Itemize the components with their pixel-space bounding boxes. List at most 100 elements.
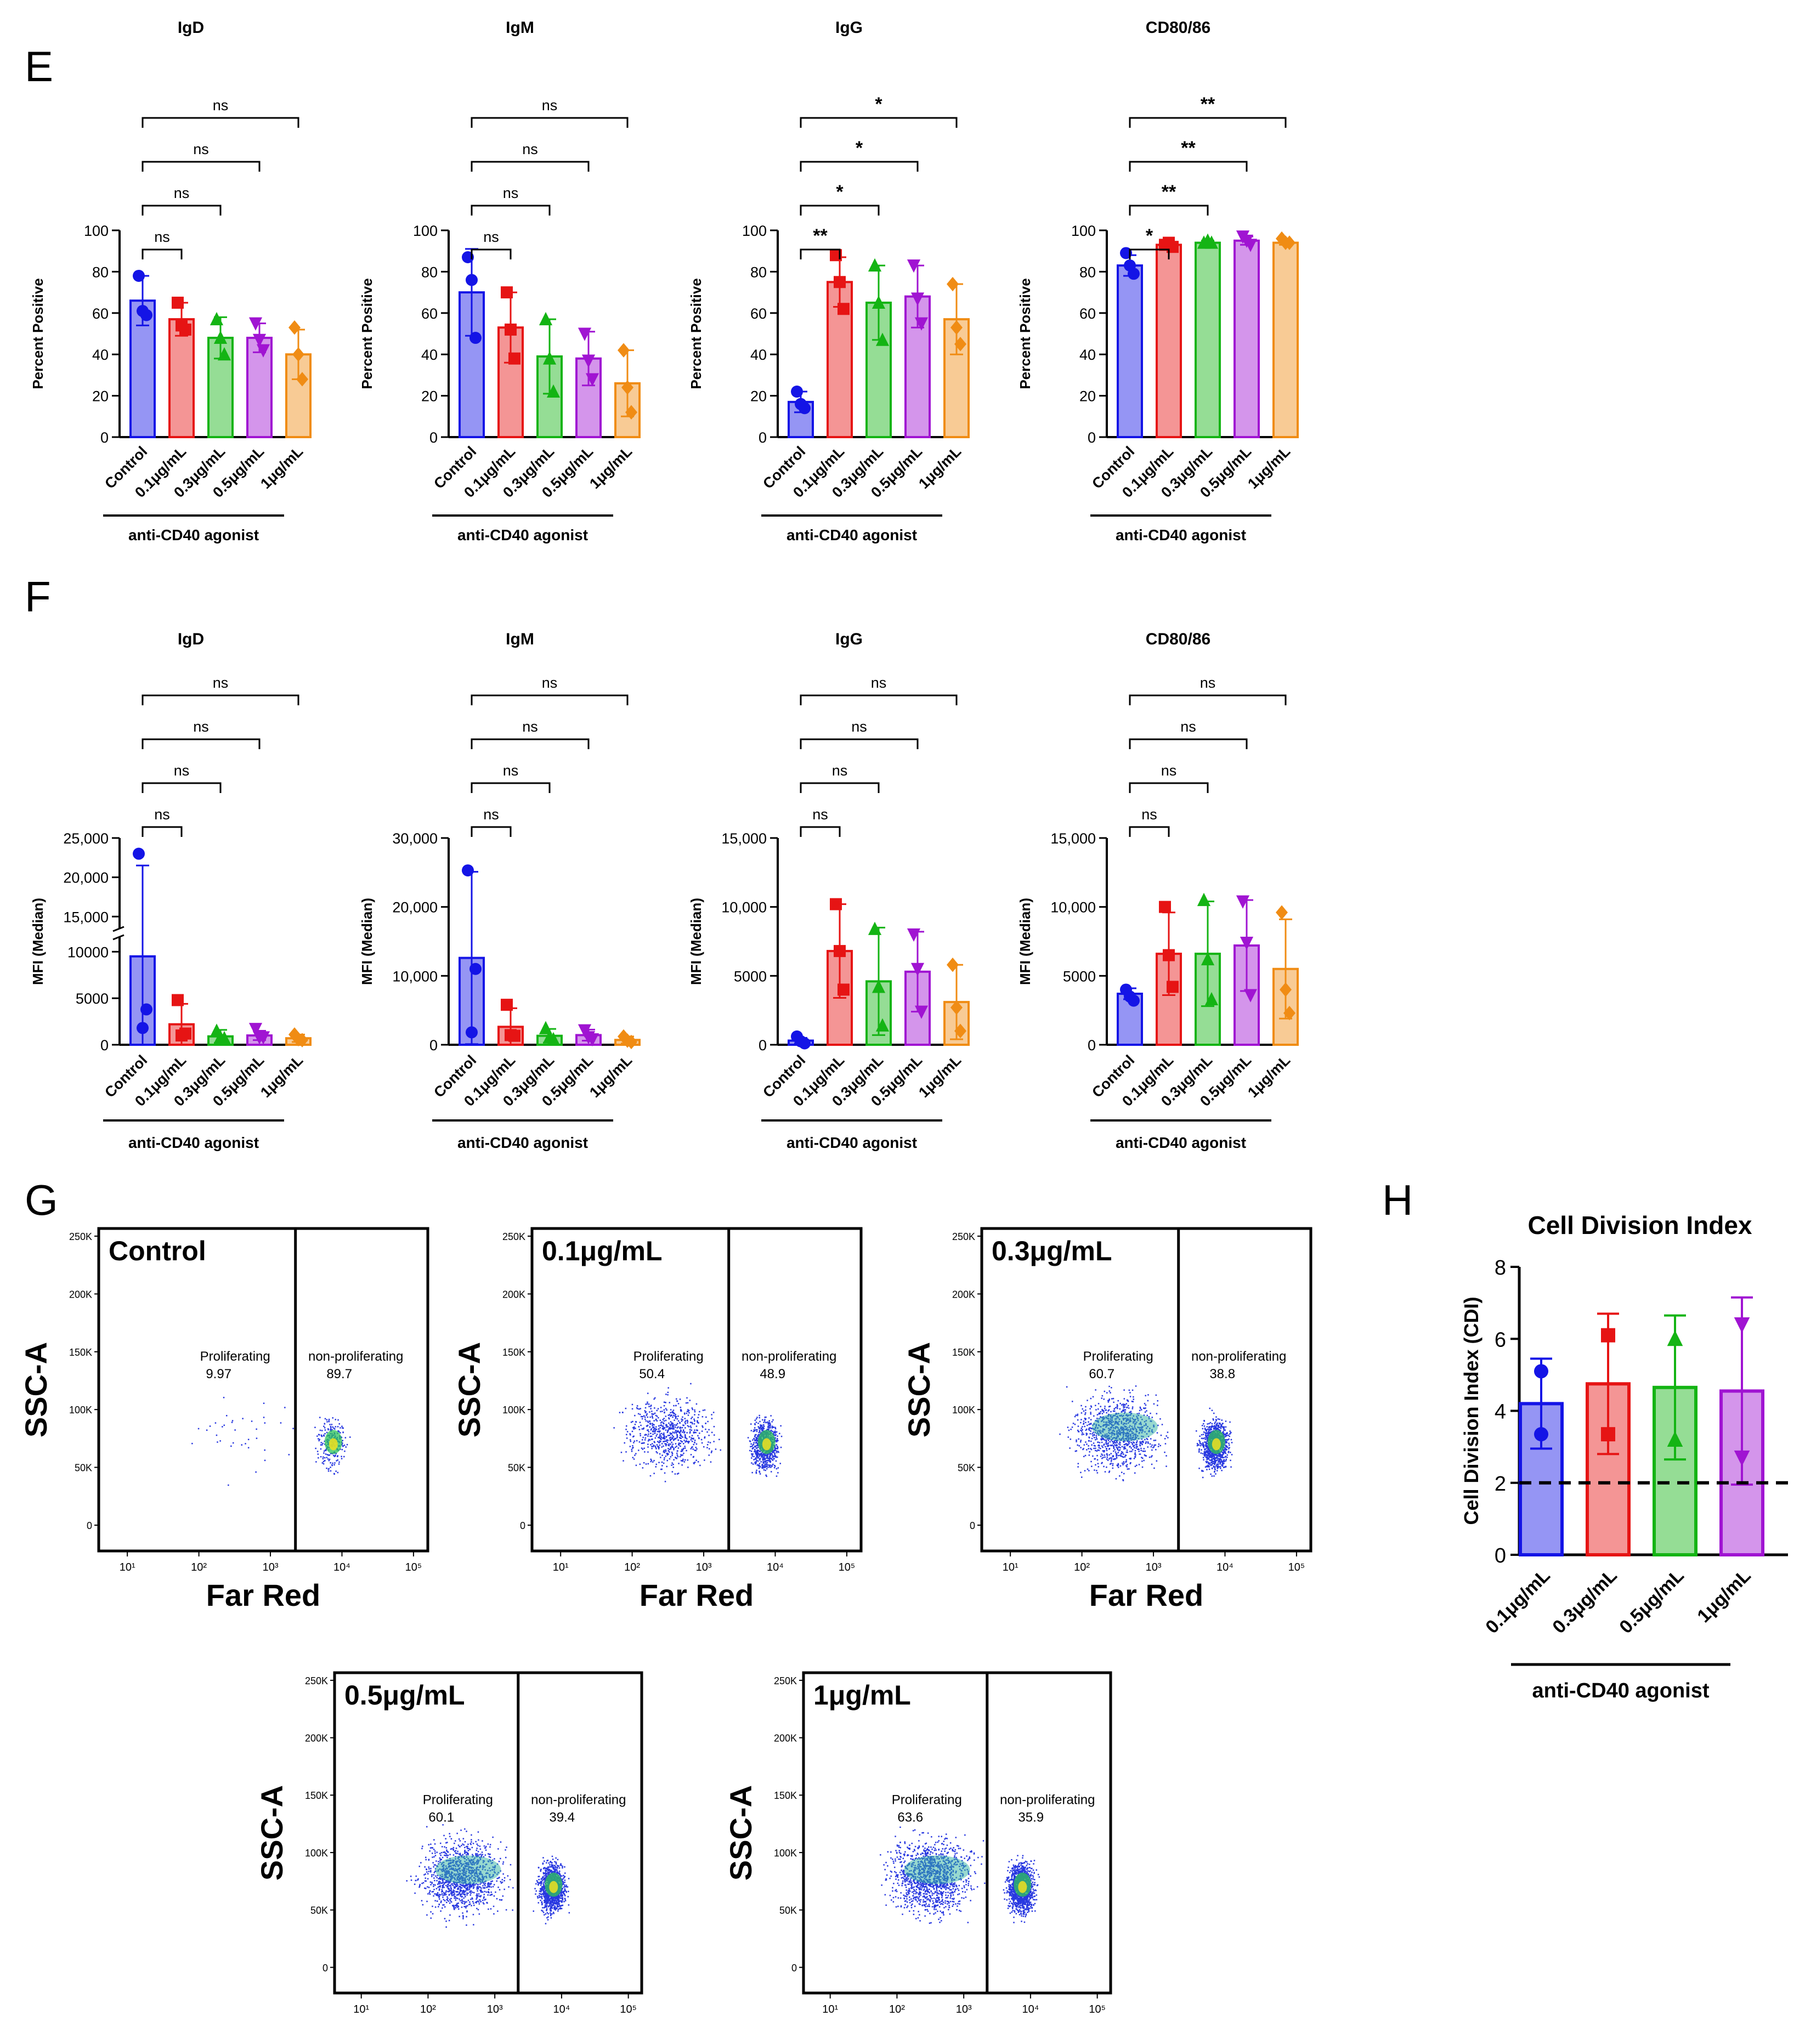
y-tick-label: 10,000 <box>721 899 767 916</box>
flow-y-label: SSC-A <box>19 1342 53 1437</box>
y-tick-label: 20 <box>92 388 109 405</box>
flow-frame <box>530 1227 863 1553</box>
data-point <box>1534 1364 1548 1379</box>
sig-bracket <box>142 117 299 128</box>
sig-bracket <box>1129 248 1170 259</box>
chart-title: Cell Division Index <box>1528 1211 1752 1239</box>
gate-pct-left: 50.4 <box>639 1367 665 1381</box>
y-tick-label: 5000 <box>734 968 767 984</box>
y-tick-label: 0 <box>100 429 109 446</box>
gate-label-right: non-proliferating <box>1191 1349 1286 1364</box>
sig-label: ns <box>483 806 499 823</box>
axis-break <box>116 928 123 937</box>
data-point <box>791 386 803 398</box>
density-peak <box>329 1438 338 1451</box>
x-tick-label: 10⁵ <box>1089 2003 1106 2015</box>
data-point <box>133 847 145 860</box>
flow-plot-4: 1μg/mL Proliferating 63.6 non-proliferating… <box>723 1671 1112 2015</box>
sig-label: ** <box>1181 138 1196 158</box>
data-point <box>834 276 846 288</box>
y-tick-label: 100K <box>305 1848 328 1859</box>
data-point <box>618 343 630 358</box>
data-point <box>469 332 482 344</box>
data-point <box>830 898 842 910</box>
data-point <box>1204 992 1219 1006</box>
y-tick-label: 5000 <box>1063 968 1096 984</box>
bar <box>1156 244 1182 438</box>
sig-bracket <box>800 826 841 837</box>
sig-bracket <box>1129 205 1209 216</box>
x-tick-label: 10² <box>624 1561 640 1573</box>
x-tick-label: 10⁵ <box>1288 1561 1305 1573</box>
data-point <box>1163 949 1175 961</box>
y-tick-label: 0 <box>100 1037 109 1054</box>
data-point <box>1280 982 1292 997</box>
gate-label-left: Proliferating <box>892 1792 962 1807</box>
data-point <box>868 258 882 272</box>
x-tick-label: 1μg/mL <box>1244 1052 1293 1101</box>
density-peak <box>762 1438 771 1451</box>
sig-label: ns <box>812 806 828 823</box>
y-tick-label: 100 <box>1071 223 1096 239</box>
data-point <box>1280 235 1292 250</box>
flow-frame <box>97 1227 429 1553</box>
data-point <box>954 337 966 352</box>
y-tick-label: 0 <box>1088 1037 1096 1054</box>
panel-label-f: F <box>25 573 51 621</box>
data-point <box>1667 1431 1683 1447</box>
data-point <box>252 333 267 348</box>
sig-bracket <box>471 782 551 793</box>
y-tick-label: 40 <box>1079 347 1096 363</box>
data-point <box>248 317 263 331</box>
y-tick-label: 0 <box>1088 429 1096 446</box>
data-point <box>172 296 184 309</box>
y-tick-label: 40 <box>421 347 438 363</box>
panel-label-h: H <box>1382 1176 1413 1224</box>
y-tick-label: 150K <box>502 1347 525 1358</box>
chart-F-IgD: IgD MFI (Median) 0 5000 10000 15,000 20,000 25,… <box>30 630 312 1151</box>
sig-bracket <box>800 117 958 128</box>
data-point <box>907 928 921 942</box>
data-point <box>795 1035 807 1048</box>
sig-bracket <box>142 248 183 259</box>
sig-bracket <box>471 248 512 259</box>
flow-title: 1μg/mL <box>813 1680 911 1711</box>
y-tick-label: 15,000 <box>1050 830 1096 847</box>
gate-pct-right: 48.9 <box>760 1367 785 1381</box>
data-point <box>1734 1450 1750 1467</box>
data-point <box>210 312 224 326</box>
data-point <box>1201 233 1215 247</box>
flow-x-label: Far Red <box>640 1578 754 1612</box>
data-point <box>1236 895 1250 909</box>
data-point <box>505 1029 517 1041</box>
x-tick-label: 10³ <box>956 2003 972 2015</box>
sig-bracket <box>471 161 590 172</box>
data-point <box>1534 1427 1548 1442</box>
y-tick-label: 100 <box>84 223 109 239</box>
data-point <box>621 1033 633 1048</box>
y-axis-label: Percent Positive <box>1017 278 1033 389</box>
y-tick-label: 30,000 <box>392 830 438 847</box>
gate-pct-left: 60.7 <box>1089 1367 1114 1381</box>
x-tick-label: 10³ <box>263 1561 279 1573</box>
sig-label: ns <box>522 141 538 157</box>
y-tick-label: 20 <box>750 388 767 405</box>
data-point <box>621 380 633 395</box>
data-point <box>133 269 145 282</box>
sig-label: ns <box>851 718 867 735</box>
sig-bracket <box>142 161 261 172</box>
y-tick-label: 50K <box>75 1463 92 1474</box>
y-tick-label: 10,000 <box>1050 899 1096 916</box>
data-point <box>950 1000 963 1015</box>
x-tick-label: 10⁵ <box>620 2003 637 2015</box>
y-axis-label: MFI (Median) <box>359 898 375 985</box>
gate-pct-right: 39.4 <box>549 1810 575 1825</box>
sig-label: ns <box>542 97 558 114</box>
data-point <box>508 352 520 365</box>
flow-frame <box>980 1227 1312 1553</box>
chart-title: IgM <box>506 630 534 648</box>
x-tick-label: 10³ <box>696 1561 712 1573</box>
sig-bracket <box>1129 826 1170 837</box>
